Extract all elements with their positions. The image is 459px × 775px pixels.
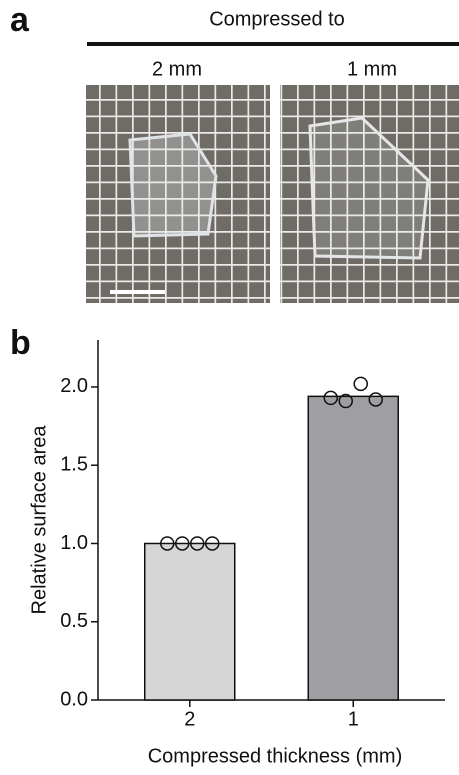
data-point (353, 376, 368, 392)
panel-label: b (10, 324, 31, 362)
header: Compressed to (209, 8, 345, 30)
bar (307, 395, 399, 701)
y-axis-label: Relative surface area (28, 425, 50, 615)
bar (144, 542, 236, 701)
column-label: 1 mm (347, 58, 397, 80)
photo (86, 85, 270, 303)
data-point (205, 536, 220, 551)
y-tick-label: 0.5 (60, 610, 88, 632)
y-tick-label: 1.0 (60, 532, 88, 554)
x-tick-label: 1 (348, 708, 359, 730)
column-label: 2 mm (152, 58, 202, 80)
panel-label: a (10, 1, 30, 39)
y-tick-label: 2.0 (60, 375, 88, 397)
data-point (368, 392, 383, 407)
data-point (175, 536, 190, 551)
data-point (323, 390, 338, 406)
y-tick-label: 0.0 (60, 688, 88, 710)
data-point (160, 536, 175, 551)
x-tick-label: 2 (184, 708, 195, 730)
x-axis-label: Compressed thickness (mm) (148, 745, 403, 767)
data-point (190, 536, 205, 551)
y-tick-label: 1.5 (60, 453, 88, 475)
photo (280, 85, 459, 303)
data-point (338, 393, 353, 409)
